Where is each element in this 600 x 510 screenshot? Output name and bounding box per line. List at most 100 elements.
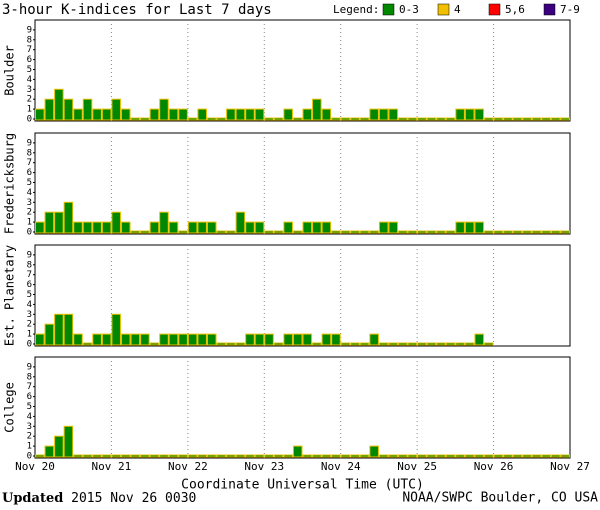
bar bbox=[512, 117, 523, 121]
bar bbox=[273, 230, 284, 234]
bar bbox=[120, 108, 131, 121]
chart-title: 3-hour K-indices for Last 7 days bbox=[2, 2, 272, 18]
y-tick-label: 1 bbox=[27, 218, 32, 228]
bar bbox=[484, 117, 494, 121]
y-tick-label: 5 bbox=[27, 290, 32, 300]
bar bbox=[531, 454, 542, 458]
x-tick-label: Nov 23 bbox=[244, 460, 284, 473]
bar bbox=[264, 117, 274, 121]
bar bbox=[541, 230, 551, 234]
footer-updated: Updated 2015 Nov 26 0030 bbox=[2, 491, 196, 506]
y-tick-label: 2 bbox=[27, 208, 32, 218]
bar bbox=[359, 342, 370, 346]
bar bbox=[283, 454, 293, 458]
bar bbox=[206, 221, 217, 234]
bar bbox=[321, 108, 332, 121]
bar bbox=[484, 342, 494, 346]
bar bbox=[340, 230, 351, 234]
y-tick-label: 0 bbox=[27, 340, 32, 350]
bar bbox=[226, 342, 236, 346]
bar bbox=[254, 454, 265, 458]
bar bbox=[493, 117, 504, 121]
bar bbox=[378, 342, 389, 346]
bar bbox=[216, 117, 227, 121]
bar bbox=[369, 230, 379, 234]
bar bbox=[187, 454, 198, 458]
y-tick-label: 3 bbox=[27, 310, 32, 320]
bar bbox=[35, 221, 45, 234]
bar bbox=[82, 454, 93, 458]
bar bbox=[292, 117, 303, 121]
bar bbox=[149, 221, 160, 234]
bar bbox=[130, 333, 141, 346]
bar bbox=[531, 230, 542, 234]
bar bbox=[369, 108, 379, 121]
legend-swatch bbox=[382, 3, 395, 16]
bar bbox=[264, 230, 274, 234]
bar bbox=[283, 108, 293, 121]
bar bbox=[388, 454, 399, 458]
bar bbox=[63, 201, 74, 234]
bar bbox=[226, 454, 236, 458]
bar bbox=[197, 454, 207, 458]
y-tick-label: 5 bbox=[27, 65, 32, 75]
bar bbox=[417, 454, 427, 458]
bar bbox=[254, 108, 265, 121]
bar bbox=[130, 117, 141, 121]
bar bbox=[168, 221, 179, 234]
bar bbox=[484, 454, 494, 458]
y-tick-label: 2 bbox=[27, 320, 32, 330]
bar bbox=[54, 435, 64, 458]
bar bbox=[140, 117, 150, 121]
y-tick-label: 8 bbox=[27, 372, 32, 382]
bar bbox=[312, 454, 322, 458]
bar bbox=[503, 117, 513, 121]
bar bbox=[312, 221, 322, 234]
bar bbox=[312, 342, 322, 346]
bar bbox=[187, 117, 198, 121]
bar bbox=[140, 333, 150, 346]
bar bbox=[522, 230, 532, 234]
bar bbox=[206, 333, 217, 346]
bar bbox=[464, 454, 475, 458]
bar bbox=[63, 313, 74, 346]
y-tick-label: 6 bbox=[27, 280, 32, 290]
bar bbox=[407, 230, 418, 234]
updated-date: 2015 Nov 26 0030 bbox=[71, 491, 196, 506]
bar bbox=[550, 454, 561, 458]
y-tick-label: 0 bbox=[27, 452, 32, 462]
bar bbox=[235, 108, 246, 121]
footer-source: NOAA/SWPC Boulder, CO USA bbox=[402, 491, 598, 506]
bar bbox=[560, 117, 570, 121]
bar bbox=[197, 333, 207, 346]
bar bbox=[398, 342, 408, 346]
bar bbox=[178, 454, 188, 458]
legend-text: 7-9 bbox=[560, 3, 580, 16]
y-tick-label: 5 bbox=[27, 402, 32, 412]
y-axis-label: Boulder bbox=[3, 45, 17, 96]
x-tick-label: Nov 27 bbox=[550, 460, 590, 473]
bar bbox=[120, 221, 131, 234]
bar bbox=[378, 221, 389, 234]
bar bbox=[464, 221, 475, 234]
bar bbox=[273, 117, 284, 121]
updated-label: Updated bbox=[2, 491, 63, 506]
bar bbox=[273, 342, 284, 346]
bar bbox=[245, 333, 255, 346]
y-tick-label: 4 bbox=[27, 412, 32, 422]
bar bbox=[560, 454, 570, 458]
bar bbox=[378, 108, 389, 121]
y-axis-label: College bbox=[3, 382, 17, 433]
bar bbox=[503, 230, 513, 234]
bar bbox=[350, 342, 360, 346]
bar bbox=[178, 108, 188, 121]
bar bbox=[388, 221, 399, 234]
bar bbox=[292, 445, 303, 458]
bar bbox=[120, 333, 131, 346]
y-tick-label: 3 bbox=[27, 85, 32, 95]
y-tick-label: 0 bbox=[27, 115, 32, 125]
bar bbox=[159, 98, 169, 121]
bar bbox=[417, 342, 427, 346]
bar bbox=[206, 454, 217, 458]
bar bbox=[168, 333, 179, 346]
